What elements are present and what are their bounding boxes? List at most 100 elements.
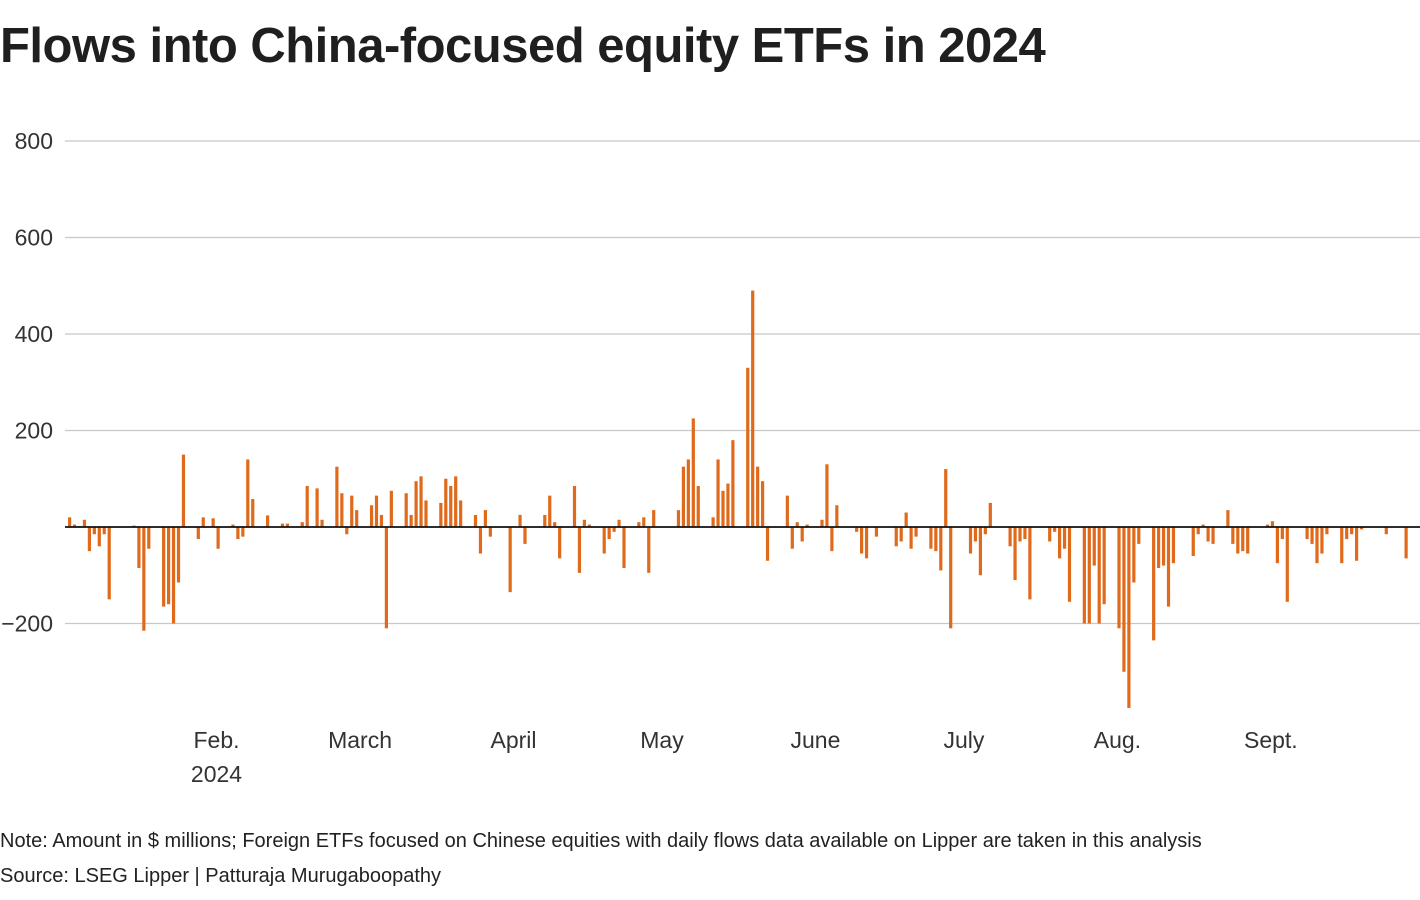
bar xyxy=(404,493,408,527)
bar xyxy=(181,454,186,527)
bar xyxy=(1102,527,1106,605)
bar xyxy=(196,527,200,540)
bar xyxy=(236,527,240,540)
bar xyxy=(454,476,458,527)
bar xyxy=(860,527,864,554)
chart-title: Flows into China-focused equity ETFs in … xyxy=(0,19,1046,73)
bar xyxy=(647,527,651,573)
bar xyxy=(944,469,948,527)
bar xyxy=(518,514,522,527)
bar xyxy=(1231,527,1235,544)
bar xyxy=(508,527,512,593)
bar xyxy=(1236,527,1240,554)
bar xyxy=(1132,527,1136,583)
bar xyxy=(1152,527,1156,641)
bar xyxy=(424,500,428,527)
x-tick-label: Aug. xyxy=(1094,727,1141,753)
bar xyxy=(1008,527,1012,547)
bar xyxy=(414,481,418,527)
bar xyxy=(731,440,735,527)
bar xyxy=(1058,527,1062,559)
bar xyxy=(617,519,621,527)
bar xyxy=(721,490,725,527)
bar xyxy=(72,524,77,527)
bar xyxy=(711,517,715,527)
bar xyxy=(216,527,220,549)
bar xyxy=(558,527,562,559)
bar xyxy=(1246,527,1250,554)
bars xyxy=(68,290,1408,708)
bar xyxy=(686,459,690,527)
bar xyxy=(1241,527,1245,552)
bar xyxy=(1067,527,1072,602)
bar xyxy=(488,527,492,537)
bar xyxy=(988,502,992,527)
y-tick-label: 600 xyxy=(15,225,53,251)
x-tick-label: Feb. xyxy=(193,727,239,753)
bar xyxy=(1082,527,1086,624)
bar xyxy=(147,527,151,549)
bar xyxy=(820,519,824,527)
y-axis-tick-labels: −200 200 400 600 800 xyxy=(1,128,53,637)
bar xyxy=(934,527,938,552)
bar xyxy=(572,485,577,527)
bar xyxy=(1013,527,1017,581)
bar xyxy=(374,495,379,527)
bar xyxy=(1325,527,1329,535)
bar xyxy=(1315,527,1319,564)
chart-source: Source: LSEG Lipper | Patturaja Murugabo… xyxy=(0,865,442,887)
bar xyxy=(285,523,289,527)
bar xyxy=(1310,527,1314,544)
bar xyxy=(612,527,616,532)
bar xyxy=(1355,527,1359,561)
bar xyxy=(939,527,943,571)
bar xyxy=(1226,510,1230,527)
bar xyxy=(1023,527,1027,540)
y-tick-label: 200 xyxy=(15,418,53,444)
bar xyxy=(805,524,809,527)
bar xyxy=(473,514,478,527)
bar xyxy=(835,505,839,527)
bar xyxy=(1270,521,1275,527)
x-tick-label: July xyxy=(943,727,984,753)
bar xyxy=(246,459,250,527)
bar xyxy=(825,464,829,527)
bar xyxy=(345,527,349,535)
bar xyxy=(300,522,304,527)
bar xyxy=(1404,527,1408,559)
bar xyxy=(973,527,978,542)
bar xyxy=(726,483,730,527)
bar xyxy=(266,515,270,527)
bar xyxy=(92,527,96,535)
bar xyxy=(1196,527,1200,535)
bar xyxy=(162,527,166,607)
bar xyxy=(1350,527,1354,535)
bar xyxy=(1340,527,1344,564)
bar xyxy=(751,290,755,527)
bar xyxy=(523,527,527,544)
y-tick-label: −200 xyxy=(1,611,53,637)
x-tick-label: March xyxy=(328,727,392,753)
bar xyxy=(459,500,463,527)
bar xyxy=(369,505,374,527)
bar xyxy=(691,418,695,527)
bar xyxy=(68,517,72,527)
bar xyxy=(176,527,181,583)
bar xyxy=(201,517,205,527)
bar xyxy=(642,517,646,527)
bar xyxy=(1171,527,1176,564)
bar xyxy=(894,527,898,547)
bar xyxy=(756,466,760,527)
gridlines xyxy=(65,140,1420,625)
bar xyxy=(1053,527,1057,532)
bar xyxy=(785,495,789,527)
bar xyxy=(137,527,141,569)
bar xyxy=(1087,527,1091,624)
bar xyxy=(1028,527,1032,600)
bar xyxy=(914,527,918,537)
bar xyxy=(548,495,552,527)
bar xyxy=(384,527,388,629)
bar xyxy=(335,466,339,527)
bar xyxy=(864,527,869,559)
